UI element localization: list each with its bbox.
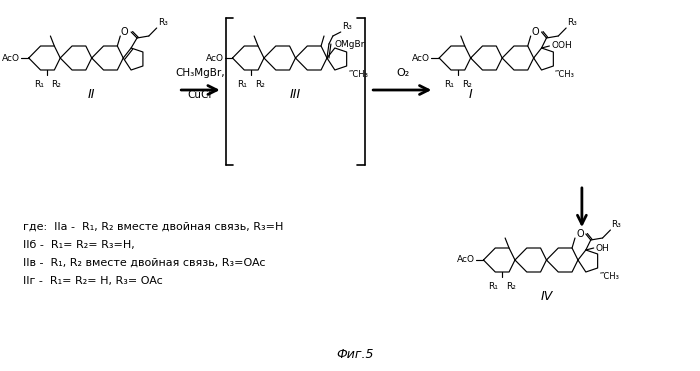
Text: ‴CH₃: ‴CH₃ <box>600 272 620 281</box>
Text: R₃: R₃ <box>567 18 577 27</box>
Text: R₁: R₁ <box>444 80 454 89</box>
Text: I: I <box>469 88 472 101</box>
Text: OH: OH <box>596 243 610 253</box>
Text: R₃: R₃ <box>611 220 622 229</box>
Text: IIв -  R₁, R₂ вместе двойная связь, R₃=OAc: IIв - R₁, R₂ вместе двойная связь, R₃=OA… <box>23 258 265 268</box>
Text: O: O <box>532 27 540 37</box>
Text: где:  IIа -  R₁, R₂ вместе двойная связь, R₃=H: где: IIа - R₁, R₂ вместе двойная связь, … <box>23 222 284 232</box>
Text: OMgBr: OMgBr <box>335 39 365 49</box>
Text: IV: IV <box>540 290 552 303</box>
Text: R₂: R₂ <box>506 282 516 291</box>
Text: R₂: R₂ <box>462 80 472 89</box>
Text: O: O <box>120 27 128 37</box>
Text: CuCl: CuCl <box>188 90 212 100</box>
Text: O: O <box>576 229 584 239</box>
Text: AcO: AcO <box>456 256 475 265</box>
Text: R₃: R₃ <box>342 22 351 31</box>
Text: IIб -  R₁= R₂= R₃=H,: IIб - R₁= R₂= R₃=H, <box>23 240 134 250</box>
Text: II: II <box>88 88 95 101</box>
Text: R₁: R₁ <box>34 80 43 89</box>
Text: CH₃MgBr,: CH₃MgBr, <box>175 68 225 78</box>
Text: AcO: AcO <box>206 53 223 62</box>
Text: R₂: R₂ <box>255 80 265 89</box>
Text: ‴CH₃: ‴CH₃ <box>349 70 368 79</box>
Text: AcO: AcO <box>412 53 430 62</box>
Text: AcO: AcO <box>2 53 20 62</box>
Text: III: III <box>290 88 301 101</box>
Text: R₃: R₃ <box>158 18 167 27</box>
Text: O₂: O₂ <box>396 68 410 78</box>
Text: Фиг.5: Фиг.5 <box>337 348 374 361</box>
Text: OOH: OOH <box>552 40 572 49</box>
Text: IIг -  R₁= R₂= H, R₃= OAc: IIг - R₁= R₂= H, R₃= OAc <box>23 276 162 286</box>
Text: ‴CH₃: ‴CH₃ <box>555 70 575 79</box>
Text: R₂: R₂ <box>51 80 61 89</box>
Text: R₁: R₁ <box>237 80 247 89</box>
Text: R₁: R₁ <box>489 282 498 291</box>
